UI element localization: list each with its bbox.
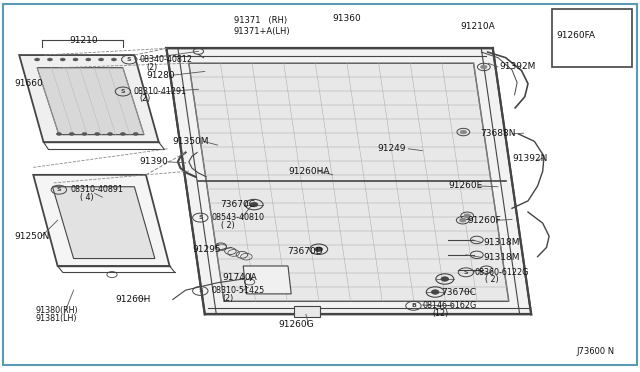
Text: 91380(RH): 91380(RH)	[35, 306, 78, 315]
Text: 08543-40810: 08543-40810	[211, 213, 264, 222]
Circle shape	[99, 58, 104, 61]
Polygon shape	[243, 266, 291, 294]
Text: 91295: 91295	[192, 245, 221, 254]
Text: 91371   (RH): 91371 (RH)	[234, 16, 287, 25]
Text: J73600 N: J73600 N	[576, 347, 614, 356]
Text: 73688N: 73688N	[480, 129, 515, 138]
Text: (2): (2)	[223, 294, 234, 303]
Text: ( 2): ( 2)	[485, 275, 499, 284]
Circle shape	[95, 132, 100, 135]
Text: 91210A: 91210A	[461, 22, 495, 31]
Text: 91318M: 91318M	[483, 238, 520, 247]
Text: S: S	[198, 215, 203, 220]
Circle shape	[108, 132, 113, 135]
Text: 73670C: 73670C	[220, 200, 255, 209]
Text: S: S	[56, 187, 61, 192]
Circle shape	[250, 202, 258, 207]
Text: S: S	[127, 57, 132, 62]
Text: 08310-51425: 08310-51425	[211, 286, 264, 295]
Text: 08310-40891: 08310-40891	[70, 185, 124, 194]
Text: 91260G: 91260G	[278, 320, 314, 329]
Text: 73670C: 73670C	[442, 288, 477, 296]
Text: (12): (12)	[432, 309, 448, 318]
Circle shape	[47, 58, 52, 61]
Text: 91350M: 91350M	[173, 137, 209, 146]
Text: (2): (2)	[146, 63, 157, 72]
Text: 91260F: 91260F	[467, 216, 501, 225]
Text: 08360-6122G: 08360-6122G	[475, 268, 529, 277]
Circle shape	[481, 65, 487, 69]
Circle shape	[86, 58, 91, 61]
Text: 08340-40812: 08340-40812	[140, 55, 193, 64]
Text: 91740A: 91740A	[223, 273, 257, 282]
Text: ( 2): ( 2)	[221, 221, 234, 230]
Text: 91210: 91210	[69, 36, 97, 45]
Text: 91280: 91280	[146, 71, 175, 80]
Text: S: S	[198, 288, 203, 294]
Text: (2): (2)	[140, 94, 151, 103]
Bar	[552, 9, 632, 67]
Circle shape	[460, 130, 467, 134]
Circle shape	[431, 290, 439, 294]
Text: 73670D: 73670D	[287, 247, 323, 256]
Polygon shape	[294, 306, 320, 317]
Text: 91260FA: 91260FA	[557, 31, 595, 40]
Circle shape	[120, 132, 125, 135]
Circle shape	[133, 132, 138, 135]
Polygon shape	[33, 175, 170, 266]
Circle shape	[441, 277, 449, 281]
Circle shape	[69, 132, 74, 135]
Polygon shape	[189, 63, 509, 301]
Circle shape	[60, 58, 65, 61]
Polygon shape	[52, 187, 155, 259]
Text: 91371+A(LH): 91371+A(LH)	[234, 27, 290, 36]
Circle shape	[73, 58, 78, 61]
Text: S: S	[463, 270, 468, 275]
Text: ( 4): ( 4)	[80, 193, 93, 202]
Polygon shape	[19, 55, 159, 142]
Text: 91381(LH): 91381(LH)	[35, 314, 77, 323]
Circle shape	[315, 247, 323, 251]
Text: 91360: 91360	[333, 14, 362, 23]
Circle shape	[56, 132, 61, 135]
Text: 91390: 91390	[140, 157, 168, 166]
Circle shape	[35, 58, 40, 61]
Text: 91392M: 91392M	[499, 62, 536, 71]
Circle shape	[460, 218, 466, 222]
Text: 91260E: 91260E	[448, 182, 483, 190]
Text: 91392N: 91392N	[512, 154, 547, 163]
Text: B: B	[411, 303, 416, 308]
Polygon shape	[166, 48, 531, 314]
Circle shape	[464, 214, 470, 218]
Text: 08310-41291: 08310-41291	[133, 87, 186, 96]
Text: 91318M: 91318M	[483, 253, 520, 262]
Text: 91249: 91249	[378, 144, 406, 153]
Circle shape	[82, 132, 87, 135]
Circle shape	[111, 58, 116, 61]
Text: 08146-6162G: 08146-6162G	[422, 301, 477, 310]
Polygon shape	[37, 68, 144, 135]
Text: 91250N: 91250N	[14, 232, 49, 241]
Text: S: S	[120, 89, 125, 94]
Text: 91260HA: 91260HA	[288, 167, 330, 176]
Text: 91660: 91660	[14, 79, 43, 88]
Text: 91260H: 91260H	[115, 295, 150, 304]
